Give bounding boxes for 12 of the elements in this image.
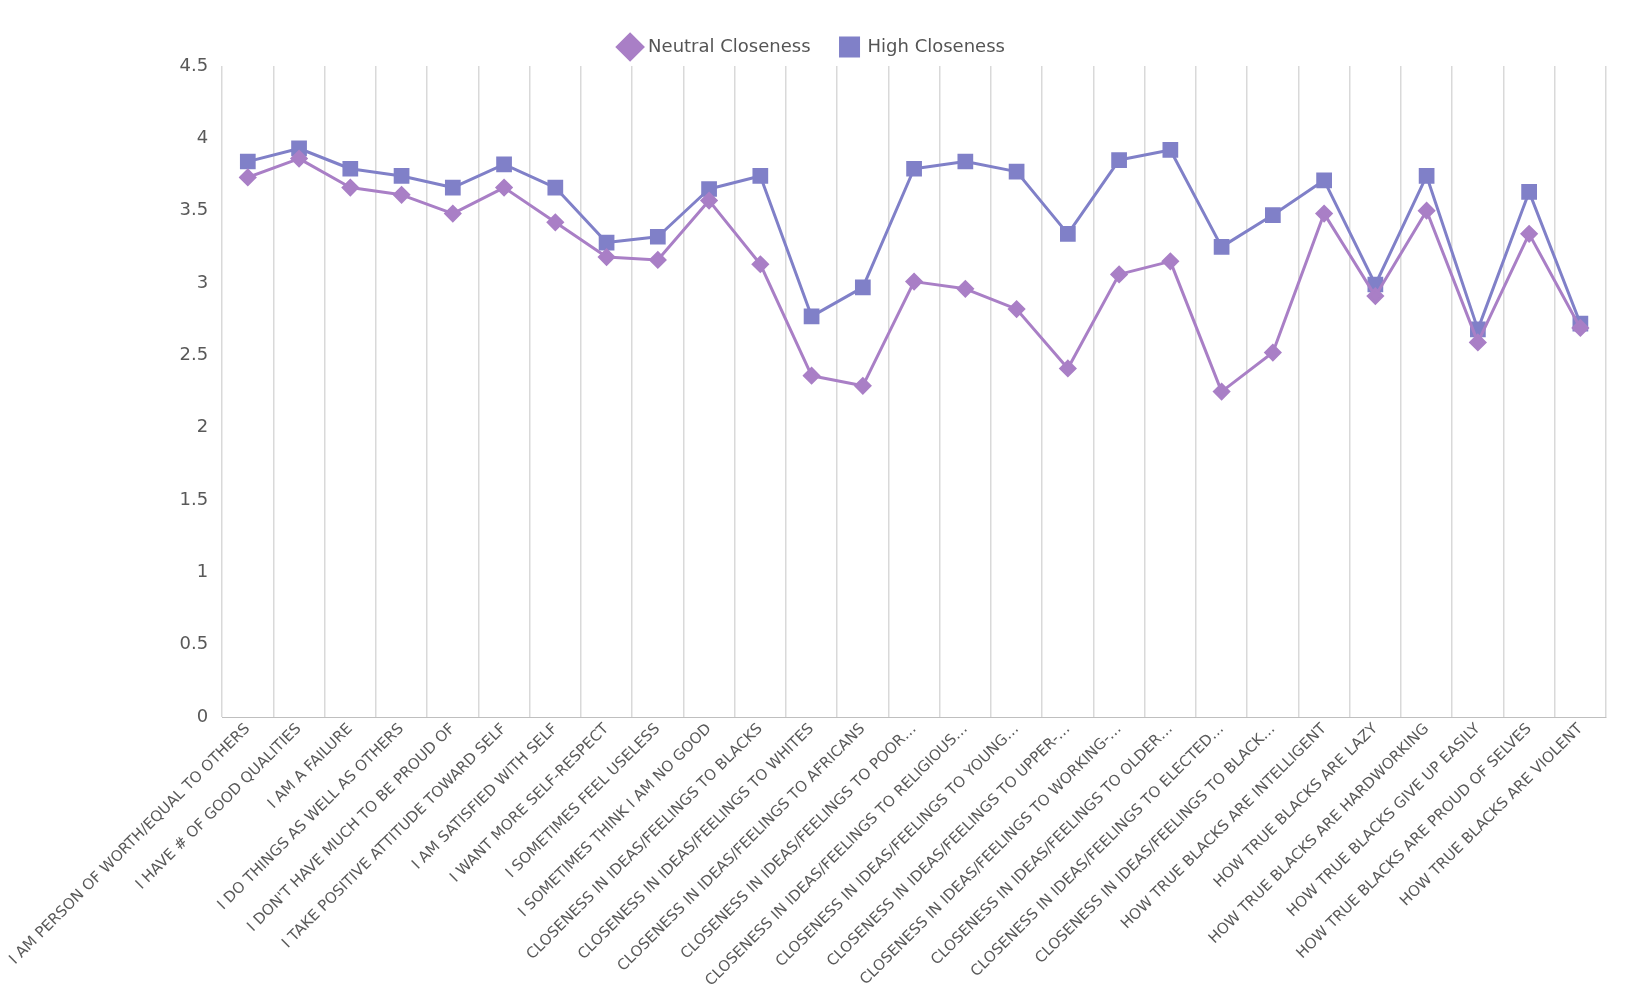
y-tick-label: 1 bbox=[196, 560, 209, 582]
y-tick-label: 4 bbox=[196, 126, 209, 148]
y-tick-label: 3 bbox=[196, 270, 209, 292]
y-tick-label: 2.5 bbox=[179, 343, 209, 365]
legend-label: High Closeness bbox=[867, 34, 1005, 56]
y-tick-label: 0.5 bbox=[179, 632, 209, 654]
y-tick-label: 1.5 bbox=[179, 487, 209, 509]
y-tick-label: 4.5 bbox=[179, 53, 209, 75]
y-tick-label: 3.5 bbox=[179, 198, 209, 220]
legend-label: Neutral Closeness bbox=[648, 34, 811, 56]
y-tick-label: 2 bbox=[196, 415, 209, 437]
y-tick-label: 0 bbox=[196, 704, 209, 726]
